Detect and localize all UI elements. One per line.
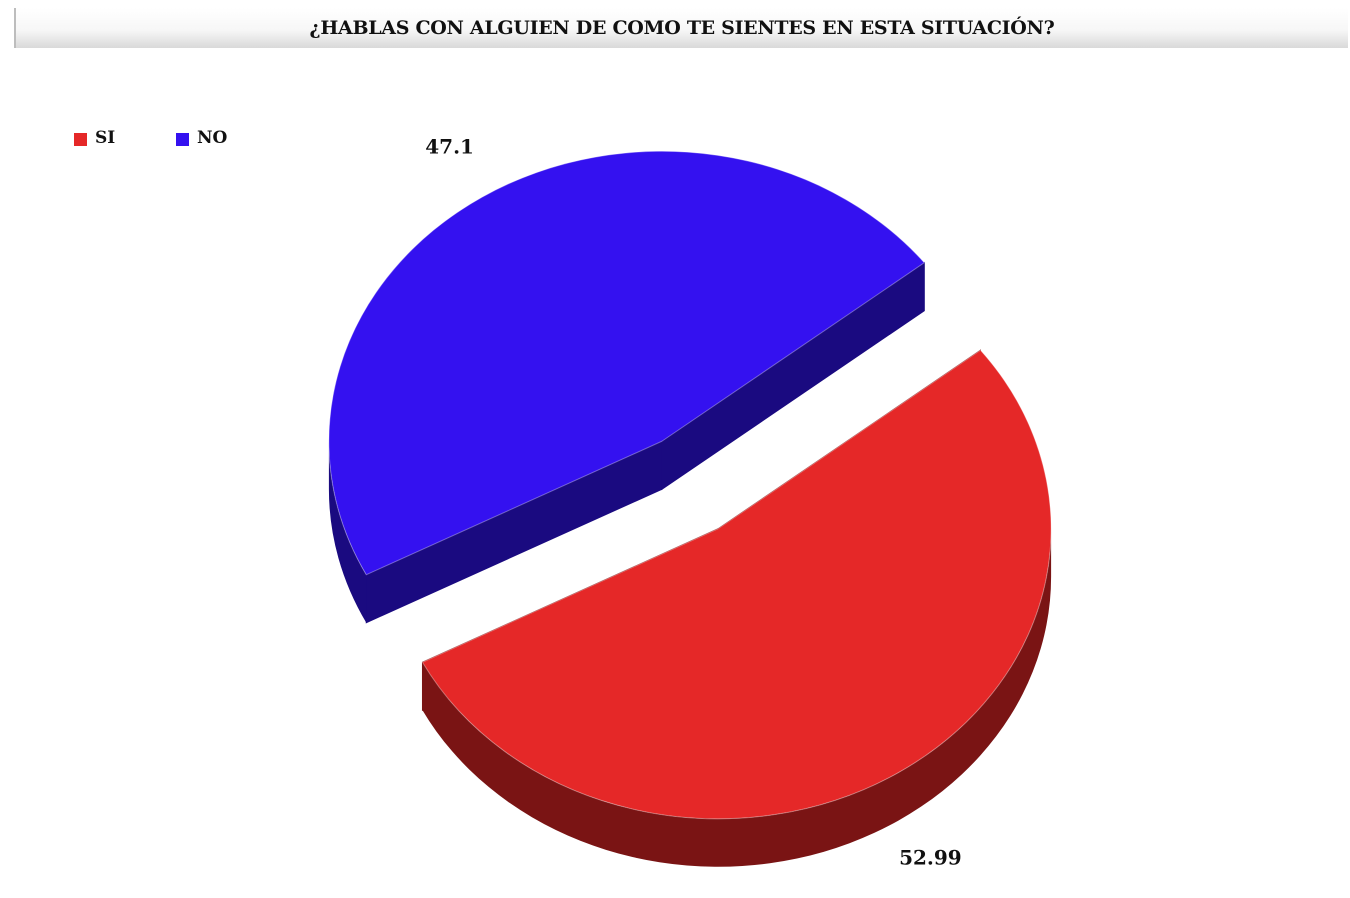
- legend-swatch-no: [176, 133, 189, 146]
- pie-slice-no: [328, 150, 926, 624]
- chart-title: ¿HABLAS CON ALGUIEN DE COMO TE SIENTES E…: [309, 17, 1055, 39]
- data-label-si: 52.99: [899, 846, 962, 870]
- pie-slice-top-si: [421, 349, 1052, 820]
- legend-item-si: SI: [74, 128, 115, 148]
- pie-slice-rim-si: [422, 528, 1052, 867]
- pie-slice-top-no: [328, 150, 926, 576]
- data-label-no: 47.1: [425, 134, 474, 158]
- title-bar: ¿HABLAS CON ALGUIEN DE COMO TE SIENTES E…: [14, 8, 1348, 48]
- pie-slice-si: [421, 349, 1052, 867]
- legend-item-no: NO: [176, 128, 227, 148]
- legend-label-no: NO: [197, 128, 228, 148]
- pie-slice-rim-no: [328, 441, 367, 623]
- legend-swatch-si: [74, 133, 87, 146]
- legend-label-si: SI: [95, 128, 116, 148]
